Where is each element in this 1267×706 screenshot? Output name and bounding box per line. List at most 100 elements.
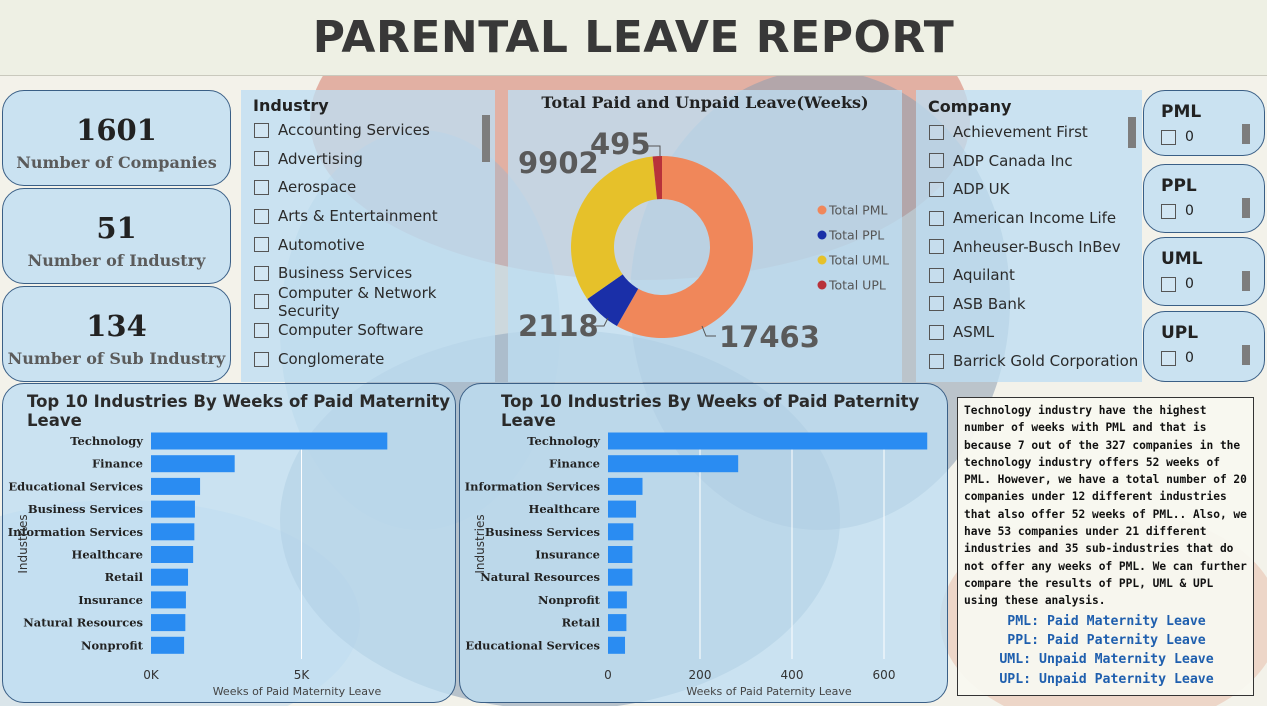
bar[interactable] — [151, 568, 189, 586]
ppl-scrollbar[interactable] — [1242, 198, 1250, 218]
option-label: Aerospace — [278, 178, 357, 197]
company-option[interactable]: ADP Canada Inc — [929, 147, 1139, 176]
checkbox[interactable] — [254, 294, 269, 310]
bar[interactable] — [608, 432, 928, 450]
kpi-value: 51 — [96, 211, 137, 245]
upl-option[interactable]: 0 — [1161, 350, 1194, 366]
definition-uml: UML: Unpaid Maternity Leave — [999, 652, 1214, 668]
checkbox[interactable] — [254, 179, 269, 195]
donut-label-uml: 9902 — [518, 146, 599, 180]
bar[interactable] — [151, 432, 388, 450]
ppl-slicer-title: PPL — [1161, 176, 1197, 196]
bar[interactable] — [608, 568, 633, 586]
kpi-card-sub-industries: 134 Number of Sub Industry — [2, 286, 231, 382]
pml-scrollbar[interactable] — [1242, 124, 1250, 144]
option-label: Advertising — [278, 149, 363, 168]
checkbox[interactable] — [1161, 129, 1176, 145]
bar[interactable] — [151, 636, 185, 654]
checkbox[interactable] — [929, 181, 944, 197]
company-list: Achievement First ADP Canada Inc ADP UK … — [929, 118, 1139, 375]
company-option[interactable]: Barrick Gold Corporation — [929, 347, 1139, 376]
x-tick-label: 600 — [873, 668, 896, 682]
bar[interactable] — [608, 500, 637, 518]
company-option[interactable]: ADP UK — [929, 175, 1139, 204]
checkbox[interactable] — [254, 265, 269, 281]
donut-chart-panel: Total Paid and Unpaid Leave(Weeks) 495 9… — [508, 90, 902, 382]
industry-option[interactable]: Computer & Network Security — [254, 284, 494, 320]
bar[interactable] — [151, 455, 235, 473]
donut-slice-ppl[interactable] — [587, 274, 639, 327]
checkbox[interactable] — [929, 210, 944, 226]
kpi-card-companies: 1601 Number of Companies — [2, 90, 231, 186]
ppl-option[interactable]: 0 — [1161, 203, 1194, 219]
company-scrollbar[interactable] — [1128, 117, 1136, 148]
industry-list: Accounting Services Advertising Aerospac… — [254, 116, 494, 373]
bar[interactable] — [608, 455, 739, 473]
checkbox[interactable] — [929, 153, 944, 169]
industry-option[interactable]: Conglomerate — [254, 345, 494, 374]
checkbox[interactable] — [1161, 350, 1176, 366]
donut-slice-uml[interactable] — [571, 156, 658, 300]
option-label: 0 — [1185, 129, 1194, 145]
company-option[interactable]: ASB Bank — [929, 290, 1139, 319]
checkbox[interactable] — [929, 239, 944, 255]
checkbox[interactable] — [929, 124, 944, 140]
checkbox[interactable] — [254, 237, 269, 253]
industry-option[interactable]: Arts & Entertainment — [254, 202, 494, 231]
industry-option[interactable]: Accounting Services — [254, 116, 494, 145]
y-category-label: Healthcare — [528, 502, 600, 516]
bar[interactable] — [608, 614, 627, 632]
industry-scrollbar[interactable] — [482, 115, 490, 162]
company-option[interactable]: Aquilant — [929, 261, 1139, 290]
checkbox[interactable] — [929, 267, 944, 283]
checkbox[interactable] — [1161, 276, 1176, 292]
x-tick-label: 0K — [143, 668, 160, 682]
checkbox[interactable] — [254, 322, 269, 338]
bar[interactable] — [151, 614, 186, 632]
industry-option[interactable]: Advertising — [254, 145, 494, 174]
bar[interactable] — [151, 591, 186, 609]
checkbox[interactable] — [929, 353, 944, 369]
checkbox[interactable] — [254, 351, 269, 367]
y-category-label: Finance — [92, 457, 143, 471]
checkbox[interactable] — [929, 296, 944, 312]
bar[interactable] — [608, 591, 627, 609]
option-label: Computer & Network Security — [278, 283, 437, 320]
company-option[interactable]: American Income Life — [929, 204, 1139, 233]
checkbox[interactable] — [254, 208, 269, 224]
bar[interactable] — [608, 636, 626, 654]
checkbox[interactable] — [254, 151, 269, 167]
option-label: Automotive — [278, 235, 365, 254]
company-option[interactable]: Achievement First — [929, 118, 1139, 147]
y-category-label: Retail — [105, 570, 144, 584]
y-category-label: Insurance — [535, 548, 600, 562]
bar[interactable] — [608, 477, 643, 495]
bar[interactable] — [608, 546, 633, 563]
definition-pml: PML: Paid Maternity Leave — [1007, 613, 1206, 629]
company-option[interactable]: Anheuser-Busch InBev — [929, 232, 1139, 261]
checkbox[interactable] — [1161, 203, 1176, 219]
legend-marker-upl — [817, 280, 827, 290]
y-category-label: Retail — [562, 616, 601, 630]
upl-slicer-title: UPL — [1161, 323, 1199, 343]
industry-option[interactable]: Computer Software — [254, 316, 494, 345]
industry-option[interactable]: Business Services — [254, 259, 494, 288]
industry-option[interactable]: Automotive — [254, 230, 494, 259]
pml-option[interactable]: 0 — [1161, 129, 1194, 145]
checkbox[interactable] — [929, 324, 944, 340]
industry-option[interactable]: Aerospace — [254, 173, 494, 202]
upl-scrollbar[interactable] — [1242, 345, 1250, 365]
donut-slice-pml[interactable] — [616, 156, 753, 338]
uml-scrollbar[interactable] — [1242, 271, 1250, 291]
maternity-bar-chart-panel: Top 10 Industries By Weeks of Paid Mater… — [2, 383, 456, 703]
bar[interactable] — [608, 523, 634, 541]
y-category-label: Finance — [549, 457, 600, 471]
bar[interactable] — [151, 546, 194, 563]
bar[interactable] — [151, 500, 195, 518]
checkbox[interactable] — [254, 122, 269, 138]
bar[interactable] — [151, 523, 195, 541]
uml-option[interactable]: 0 — [1161, 276, 1194, 292]
company-option[interactable]: ASML — [929, 318, 1139, 347]
bar[interactable] — [151, 477, 201, 495]
donut-slice-upl[interactable] — [652, 156, 662, 200]
